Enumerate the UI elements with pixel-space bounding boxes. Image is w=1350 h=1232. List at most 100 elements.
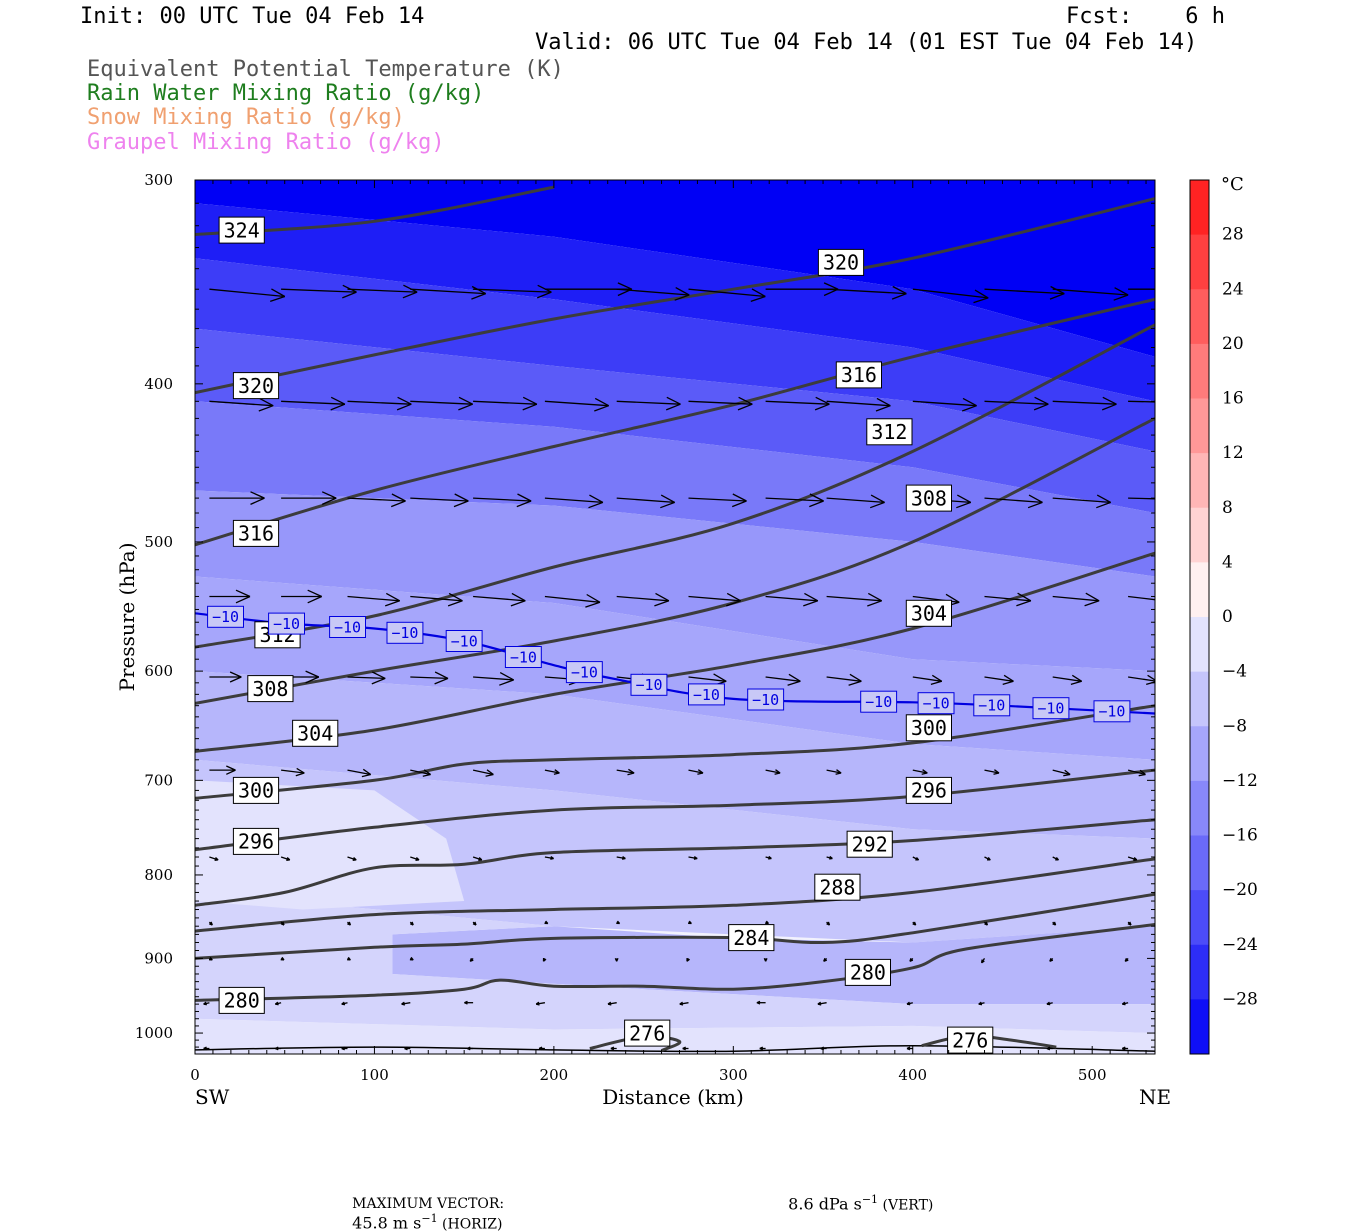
- wind-vector: [984, 922, 987, 925]
- wind-vector: [347, 922, 350, 925]
- colorbar-label: −24: [1222, 935, 1258, 955]
- colorbar-label: −12: [1222, 771, 1258, 791]
- colorbar-label: −16: [1222, 826, 1258, 846]
- theta-e-label: 280: [219, 987, 264, 1013]
- y-tick-label: 300: [144, 171, 173, 189]
- x-tick-label: 200: [540, 1066, 569, 1084]
- isotherm-label: −10: [748, 689, 784, 710]
- y-tick-label: 800: [144, 866, 173, 884]
- theta-e-label: 304: [293, 720, 338, 746]
- isotherm-label: −10: [974, 695, 1010, 716]
- colorbar-label: −28: [1222, 989, 1258, 1009]
- svg-text:276: 276: [629, 1021, 665, 1045]
- svg-text:−10: −10: [1037, 700, 1064, 718]
- colorbar-swatch: [1190, 999, 1209, 1054]
- theta-e-label: 324: [219, 217, 264, 243]
- wind-vector: [1128, 922, 1131, 925]
- colorbar-label: −20: [1222, 880, 1258, 900]
- svg-text:−10: −10: [1098, 703, 1125, 721]
- colorbar-swatch: [1190, 945, 1209, 1000]
- colorbar-swatch: [1190, 235, 1209, 290]
- x-axis-right-direction: NE: [1139, 1085, 1171, 1109]
- colorbar-swatch: [1190, 344, 1209, 399]
- wind-vector: [470, 958, 473, 961]
- svg-text:312: 312: [871, 420, 907, 444]
- svg-text:−10: −10: [451, 632, 478, 650]
- x-tick-label: 500: [1078, 1066, 1107, 1084]
- theta-e-label: 300: [233, 777, 278, 803]
- isotherm-label: −10: [566, 662, 602, 683]
- x-tick-label: 100: [360, 1066, 389, 1084]
- max-vector-label: MAXIMUM VECTOR:: [352, 1196, 504, 1212]
- svg-text:−10: −10: [510, 648, 537, 666]
- svg-text:320: 320: [238, 374, 274, 398]
- colorbar-label: 16: [1222, 389, 1244, 409]
- svg-text:308: 308: [911, 486, 947, 510]
- svg-text:304: 304: [911, 602, 947, 626]
- svg-text:288: 288: [819, 875, 855, 899]
- theta-e-label: 308: [248, 676, 293, 702]
- svg-text:−10: −10: [923, 695, 950, 713]
- svg-text:292: 292: [852, 832, 888, 856]
- theta-e-label: 300: [906, 715, 951, 741]
- x-axis-left-direction: SW: [195, 1085, 230, 1109]
- svg-text:300: 300: [238, 779, 274, 803]
- theta-e-label: 308: [906, 485, 951, 511]
- svg-text:−10: −10: [978, 697, 1005, 715]
- max-horiz-exponent: −1: [421, 1212, 437, 1225]
- theta-e-label: 292: [847, 831, 892, 857]
- theta-e-label: 320: [233, 373, 278, 399]
- svg-text:324: 324: [224, 218, 260, 242]
- colorbar-swatch: [1190, 836, 1209, 891]
- isotherm-label: −10: [269, 613, 305, 634]
- isotherm-label: −10: [1094, 701, 1130, 722]
- colorbar-unit: °C: [1221, 174, 1244, 195]
- isotherm-label: −10: [861, 691, 897, 712]
- theta-e-label: 316: [233, 520, 278, 546]
- svg-text:276: 276: [952, 1028, 988, 1052]
- isotherm-label: −10: [1033, 698, 1069, 719]
- svg-text:−10: −10: [752, 691, 779, 709]
- y-tick-label: 400: [144, 375, 173, 393]
- colorbar-swatch: [1190, 726, 1209, 781]
- theta-e-label: 320: [818, 249, 863, 275]
- svg-text:296: 296: [911, 779, 947, 803]
- colorbar-swatch: [1190, 890, 1209, 945]
- svg-text:300: 300: [911, 716, 947, 740]
- y-tick-label: 500: [144, 533, 173, 551]
- wind-vector: [410, 922, 413, 925]
- svg-text:−10: −10: [273, 615, 300, 633]
- svg-text:−10: −10: [212, 608, 239, 626]
- colorbar-swatch: [1190, 289, 1209, 344]
- svg-text:−10: −10: [391, 624, 418, 642]
- y-tick-label: 600: [144, 662, 173, 680]
- y-axis-label: Pressure (hPa): [115, 543, 139, 692]
- svg-text:308: 308: [252, 677, 288, 701]
- svg-text:280: 280: [224, 989, 260, 1013]
- colorbar-label: −4: [1222, 662, 1247, 682]
- colorbar-label: −8: [1222, 716, 1247, 736]
- isotherm-label: −10: [330, 617, 366, 638]
- colorbar-swatch: [1190, 399, 1209, 454]
- max-horiz-value: 45.8 m s: [352, 1213, 421, 1232]
- colorbar-label: 4: [1222, 552, 1233, 572]
- y-tick-label: 900: [144, 949, 173, 967]
- svg-text:316: 316: [841, 363, 877, 387]
- colorbar-swatch: [1190, 781, 1209, 836]
- colorbar-swatch: [1190, 672, 1209, 727]
- max-vert-caption: 8.6 dPa s−1 (VERT): [778, 1174, 933, 1213]
- x-axis-label: Distance (km): [602, 1085, 744, 1109]
- theta-e-label: 312: [867, 419, 912, 445]
- colorbar-swatch: [1190, 562, 1209, 617]
- wind-vector: [1053, 922, 1056, 925]
- cross-section-chart: 3243203203163163123123083083043043003002…: [0, 0, 1350, 1170]
- isotherm-label: −10: [208, 606, 244, 627]
- colorbar-swatch: [1190, 180, 1209, 235]
- svg-text:320: 320: [823, 251, 859, 275]
- isotherm-label: −10: [446, 631, 482, 652]
- theta-e-label: 284: [729, 925, 774, 951]
- wind-vector: [209, 922, 212, 925]
- colorbar-swatch: [1190, 453, 1209, 508]
- svg-text:280: 280: [850, 961, 886, 985]
